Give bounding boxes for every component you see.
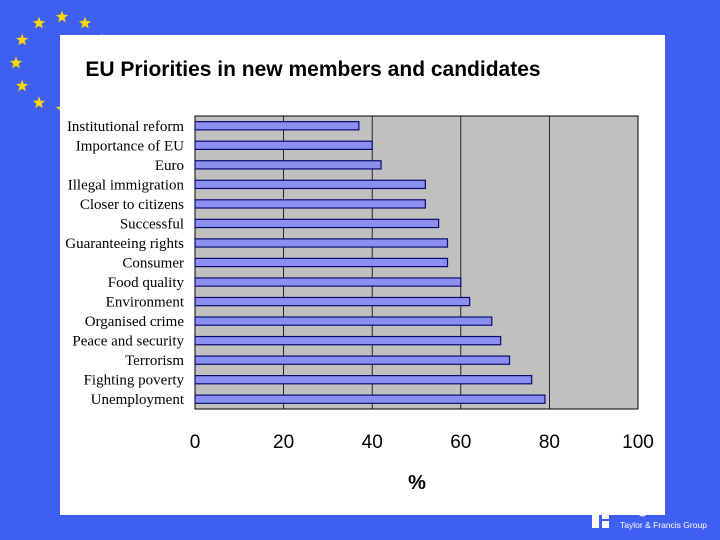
x-tick-label: 40 <box>362 432 383 453</box>
star-icon <box>16 33 29 46</box>
bars <box>194 121 546 404</box>
bar <box>194 316 493 326</box>
star-icon <box>9 56 23 69</box>
bar <box>194 335 502 346</box>
category-label: Illegal immigration <box>68 177 185 193</box>
bar <box>194 179 426 190</box>
category-label: Food quality <box>108 275 185 291</box>
bar <box>194 394 546 404</box>
category-labels: Institutional reform Importance of EU Euro… <box>65 119 185 408</box>
bar <box>194 238 449 248</box>
category-label: Euro <box>155 158 184 174</box>
x-tick-label: 20 <box>273 432 294 453</box>
category-label: Successful <box>120 216 184 232</box>
bar <box>194 374 533 385</box>
star-icon <box>16 79 29 92</box>
bar <box>194 218 440 229</box>
routledge-logo-icon <box>592 511 609 528</box>
bar <box>194 277 462 287</box>
brand-subtitle: Taylor & Francis Group <box>620 520 707 530</box>
star-icon <box>32 16 46 29</box>
category-label: Guaranteeing rights <box>65 236 184 252</box>
x-tick-label: 60 <box>450 432 471 453</box>
bar <box>194 296 471 307</box>
bar <box>194 257 449 268</box>
bar <box>194 199 426 209</box>
brand-name: edge <box>618 498 658 517</box>
category-label: Terrorism <box>125 353 184 369</box>
x-tick-label: 0 <box>190 432 201 453</box>
category-label: Consumer <box>122 256 184 272</box>
category-label: Organised crime <box>85 314 185 330</box>
publisher-logo: edge Taylor & Francis Group <box>590 498 715 536</box>
star-icon <box>78 16 92 29</box>
category-label: Peace and security <box>72 334 184 350</box>
bar <box>194 160 382 170</box>
x-tick-label: 80 <box>539 432 560 453</box>
star-icon <box>32 96 46 109</box>
star-icon <box>55 10 69 23</box>
bar <box>194 355 511 365</box>
x-tick-labels: 0 20 40 60 80 100 <box>190 432 654 453</box>
category-label: Environment <box>106 295 185 311</box>
bar <box>194 121 360 131</box>
category-label: Closer to citizens <box>80 197 184 213</box>
x-tick-label: 100 <box>622 432 654 453</box>
chart-title: EU Priorities in new members and candida… <box>85 58 540 81</box>
bar <box>194 140 373 151</box>
priorities-bar-chart: EU Priorities in new members and candida… <box>65 58 654 494</box>
x-axis-label: % <box>408 472 426 494</box>
category-label: Institutional reform <box>67 119 184 135</box>
category-label: Importance of EU <box>76 138 184 154</box>
slide-card: EU Priorities in new members and candida… <box>60 35 665 515</box>
category-label: Unemployment <box>91 392 185 408</box>
category-label: Fighting poverty <box>84 373 185 389</box>
